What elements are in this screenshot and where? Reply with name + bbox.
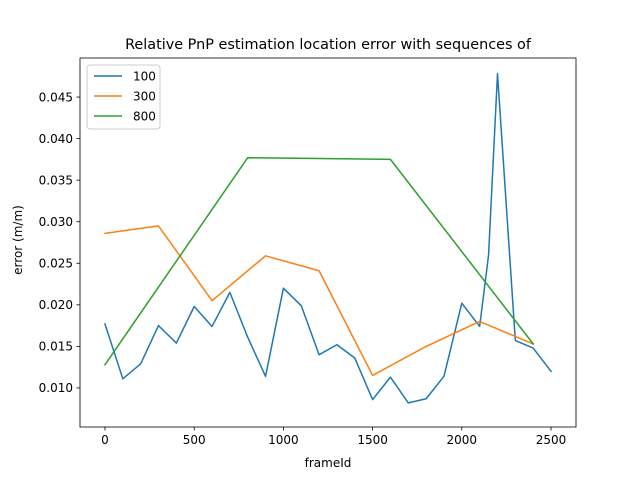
legend: 100 300 800 — [86, 64, 161, 130]
axes-frame — [79, 57, 577, 428]
legend-label-800: 800 — [133, 109, 156, 123]
chart-title: Relative PnP estimation location error w… — [125, 37, 532, 53]
y-tick-label: 0.010 — [39, 381, 73, 395]
series-layer — [103, 73, 553, 404]
x-tick-label: 500 — [183, 433, 206, 447]
x-axis-label: frameId — [305, 456, 352, 470]
y-tick-label: 0.025 — [39, 257, 73, 271]
y-tick-label: 0.045 — [39, 90, 73, 104]
series-line-300 — [104, 225, 535, 377]
x-tick-label: 2000 — [447, 433, 478, 447]
y-tick-label: 0.040 — [39, 132, 73, 146]
series-line-100 — [104, 73, 553, 404]
series-line-800 — [103, 156, 535, 366]
y-axis-label: error (m/m) — [11, 205, 25, 275]
legend-label-100: 100 — [133, 69, 156, 83]
y-tick-label: 0.030 — [39, 215, 73, 229]
ticks-layer: 0 500 1000 1500 2000 2500 0.010 0.015 0.020 0.025… — [39, 90, 567, 447]
x-tick-label: 0 — [101, 433, 109, 447]
legend-box — [86, 64, 161, 130]
legend-label-300: 300 — [133, 89, 156, 103]
y-tick-label: 0.020 — [39, 298, 73, 312]
x-tick-label: 1500 — [357, 433, 388, 447]
x-tick-label: 2500 — [536, 433, 567, 447]
y-tick-label: 0.015 — [39, 340, 73, 354]
x-tick-label: 1000 — [268, 433, 299, 447]
y-tick-label: 0.035 — [39, 173, 73, 187]
